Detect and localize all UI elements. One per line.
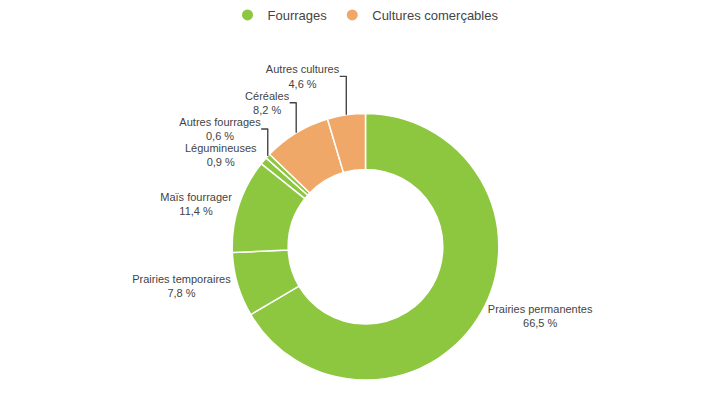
svg-text:Maïs fourrager11,4 %: Maïs fourrager11,4 % xyxy=(160,191,232,217)
svg-text:Fourrages: Fourrages xyxy=(268,8,328,23)
svg-text:Prairies temporaires7,8 %: Prairies temporaires7,8 % xyxy=(132,273,231,299)
svg-text:Cultures comerçables: Cultures comerçables xyxy=(372,8,498,23)
svg-text:Légumineuses0,9 %: Légumineuses0,9 % xyxy=(185,142,257,168)
svg-text:Autres fourrages0,6 %: Autres fourrages0,6 % xyxy=(179,116,261,142)
svg-text:Céréales8,2 %: Céréales8,2 % xyxy=(245,90,290,116)
svg-text:Prairies permanentes66,5 %: Prairies permanentes66,5 % xyxy=(488,303,593,329)
svg-text:Autres cultures4,6 %: Autres cultures4,6 % xyxy=(266,63,340,89)
